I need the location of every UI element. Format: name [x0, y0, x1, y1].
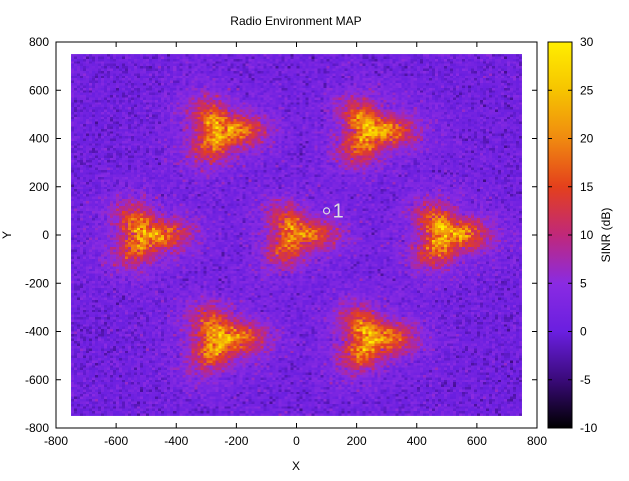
annotation-label: 1: [333, 200, 344, 222]
y-tick-label: 800: [29, 35, 49, 49]
y-tick-label: -800: [25, 421, 49, 435]
y-axis-ticks: -800 -600 -400 -200 0 200 400 600 800: [25, 35, 537, 435]
y-tick-label: 400: [29, 132, 49, 146]
y-tick-label: -200: [25, 276, 49, 290]
x-tick-label: -200: [224, 434, 248, 448]
y-tick-label: -400: [25, 325, 49, 339]
colorbar-tick-label: 30: [580, 35, 594, 49]
y-axis-label: Y: [0, 231, 14, 239]
colorbar-label: SINR (dB): [599, 208, 613, 263]
x-tick-label: 0: [293, 434, 300, 448]
x-tick-label: -600: [104, 434, 128, 448]
colorbar-tick-label: -10: [580, 421, 598, 435]
colorbar-tick-label: 15: [580, 180, 594, 194]
x-tick-label: 800: [527, 434, 547, 448]
heatmap-cells: [71, 54, 522, 416]
x-tick-label: -800: [44, 434, 68, 448]
x-tick-label: 600: [467, 434, 487, 448]
colorbar-tick-label: -5: [580, 373, 591, 387]
x-axis-ticks: -800 -600 -400 -200 0 200 400 600 800: [44, 42, 547, 448]
y-tick-label: 0: [42, 228, 49, 242]
chart-title: Radio Environment MAP: [230, 14, 361, 28]
colorbar: 30 25 20 15 10 5 0 -5 -10 SINR (dB): [547, 35, 613, 435]
y-tick-label: -600: [25, 373, 49, 387]
colorbar-tick-label: 10: [580, 228, 594, 242]
x-tick-label: 400: [407, 434, 427, 448]
colorbar-tick-label: 5: [580, 276, 587, 290]
x-tick-label: 200: [347, 434, 367, 448]
annotations: 1: [322, 200, 344, 222]
colorbar-tick-label: 25: [580, 83, 594, 97]
colorbar-ticks: 30 25 20 15 10 5 0 -5 -10: [548, 35, 598, 435]
colorbar-tick-label: 20: [580, 132, 594, 146]
plot-area: [55, 41, 538, 429]
colorbar-tick-label: 0: [580, 325, 587, 339]
y-tick-label: 200: [29, 180, 49, 194]
y-tick-label: 600: [29, 83, 49, 97]
x-tick-label: -400: [164, 434, 188, 448]
x-axis-label: X: [292, 459, 300, 473]
station-marker: [322, 207, 331, 215]
